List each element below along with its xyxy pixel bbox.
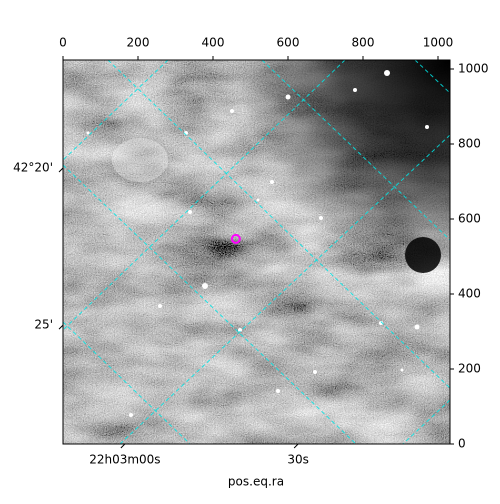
bottom-tick [120,443,126,449]
stars [86,70,429,417]
plot-frame [62,59,451,445]
right-tick-label: 0 [458,437,466,451]
bottom-tick-label: 22h03m00s [89,453,160,467]
coordinate-grid [63,60,450,444]
left-tick-label: 25' [34,318,53,332]
top-tick-label: 0 [59,36,67,50]
x-axis-label: pos.eq.ra [228,475,284,489]
left-tick [58,167,64,173]
target-marker [230,233,241,244]
right-tick-label: 800 [458,137,481,151]
right-tick-label: 1000 [458,62,489,76]
top-tick-label: 800 [352,36,375,50]
top-tick-label: 200 [127,36,150,50]
bottom-tick-label: 30s [287,453,309,467]
right-tick-label: 200 [458,362,481,376]
left-tick-label: 42°20' [13,161,53,175]
left-tick [58,324,64,330]
sky-image [63,60,450,444]
top-tick-label: 400 [202,36,225,50]
bottom-tick [293,443,299,449]
right-tick-label: 400 [458,287,481,301]
top-tick-label: 600 [277,36,300,50]
right-tick-label: 600 [458,212,481,226]
top-tick-label: 1000 [423,36,454,50]
